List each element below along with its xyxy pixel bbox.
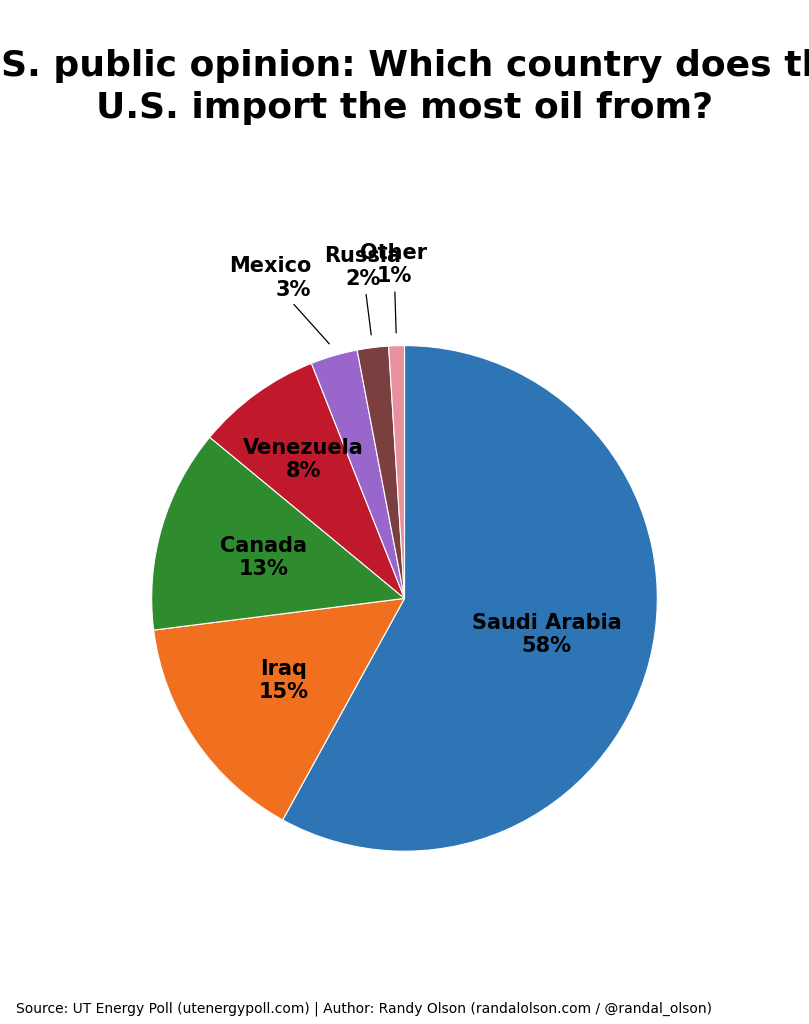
Text: Other
1%: Other 1% [361, 244, 428, 333]
Text: Canada
13%: Canada 13% [220, 536, 307, 580]
Wedge shape [388, 345, 404, 598]
Text: Russia
2%: Russia 2% [324, 246, 401, 335]
Wedge shape [210, 364, 404, 598]
Text: Source: UT Energy Poll (utenergypoll.com) | Author: Randy Olson (randalolson.com: Source: UT Energy Poll (utenergypoll.com… [16, 1001, 712, 1016]
Wedge shape [152, 437, 404, 630]
Wedge shape [154, 598, 404, 820]
Text: Venezuela
8%: Venezuela 8% [243, 437, 364, 481]
Text: Iraq
15%: Iraq 15% [258, 659, 308, 702]
Wedge shape [282, 345, 657, 851]
Wedge shape [357, 346, 404, 598]
Text: Saudi Arabia
58%: Saudi Arabia 58% [472, 613, 621, 656]
Wedge shape [311, 350, 404, 598]
Text: U.S. public opinion: Which country does the
U.S. import the most oil from?: U.S. public opinion: Which country does … [0, 49, 809, 125]
Text: Mexico
3%: Mexico 3% [229, 256, 329, 344]
